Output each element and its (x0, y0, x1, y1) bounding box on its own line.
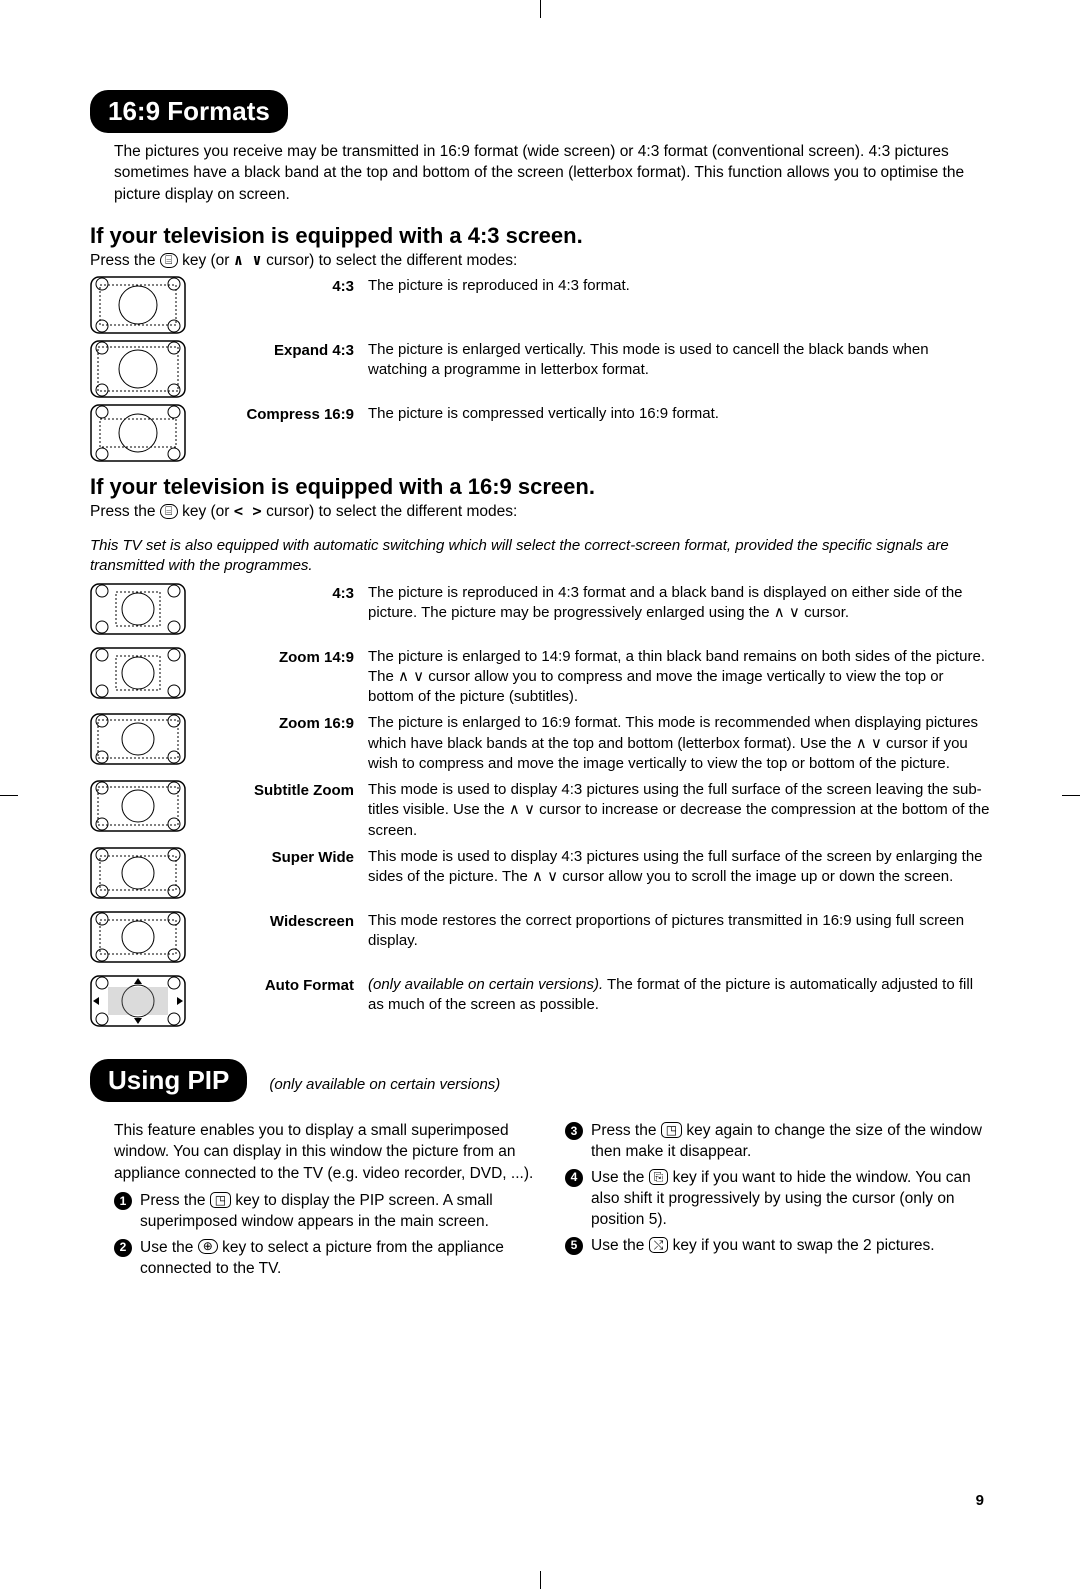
mode-description: The picture is reproduced in 4:3 format. (368, 276, 990, 296)
tv-format-icon (90, 276, 186, 334)
mode-row: Subtitle Zoom This mode is used to displ… (90, 780, 990, 841)
mode-row: Auto Format (only available on certain v… (90, 975, 990, 1033)
pip-availability-note: (only available on certain versions) (269, 1076, 500, 1093)
press-post: key (or (178, 252, 234, 269)
mode-description: The picture is compressed vertically int… (368, 404, 990, 424)
mode-description: The picture is enlarged to 16:9 format. … (368, 713, 990, 774)
mode-label: Compress 16:9 (214, 404, 354, 423)
mode-label: 4:3 (214, 583, 354, 602)
step-text: Use the ⎘ key if you want to hide the wi… (591, 1167, 990, 1231)
format-key-icon: ⌸ (160, 504, 178, 519)
section-intro: The pictures you receive may be transmit… (114, 141, 990, 205)
mode-list-169: 4:3 The picture is reproduced in 4:3 for… (90, 583, 990, 1033)
mode-description: This mode is used to display 4:3 picture… (368, 780, 990, 841)
step-text: Press the ◳ key to display the PIP scree… (140, 1190, 539, 1233)
step-number-badge: 5 (565, 1237, 583, 1255)
tv-format-icon (90, 583, 186, 641)
remote-key-icon: ◳ (210, 1192, 231, 1208)
mode-label: Auto Format (214, 975, 354, 994)
tv-format-icon (90, 713, 186, 771)
remote-key-icon: ⤭ (649, 1237, 669, 1253)
pip-intro: This feature enables you to display a sm… (114, 1120, 539, 1184)
mode-label: Super Wide (214, 847, 354, 866)
press-tail: cursor) to select the different modes: (262, 503, 518, 520)
tv-format-icon (90, 847, 186, 905)
mode-label: Zoom 14:9 (214, 647, 354, 666)
cursor-symbol: < > (234, 502, 262, 520)
mode-description: The picture is enlarged to 14:9 format, … (368, 647, 990, 708)
mode-label: 4:3 (214, 276, 354, 295)
cursor-symbol: ∧ ∨ (234, 251, 262, 269)
tv-format-icon (90, 975, 186, 1033)
mode-row: Zoom 16:9 The picture is enlarged to 16:… (90, 713, 990, 774)
mode-row: Expand 4:3 The picture is enlarged verti… (90, 340, 990, 398)
mode-row: Super Wide This mode is used to display … (90, 847, 990, 905)
mode-description: This mode is used to display 4:3 picture… (368, 847, 990, 888)
subhead-169: If your television is equipped with a 16… (90, 474, 990, 500)
pip-left-col: This feature enables you to display a sm… (114, 1120, 539, 1284)
mode-row: Zoom 14:9 The picture is enlarged to 14:… (90, 647, 990, 708)
step-text: Use the ⤭ key if you want to swap the 2 … (591, 1235, 935, 1256)
pip-step: 2 Use the ⊕ key to select a picture from… (114, 1237, 539, 1280)
step-number-badge: 4 (565, 1169, 583, 1187)
tv-format-icon (90, 911, 186, 969)
tv-format-icon (90, 780, 186, 838)
step-number-badge: 3 (565, 1122, 583, 1140)
step-number-badge: 1 (114, 1192, 132, 1210)
mode-label: Expand 4:3 (214, 340, 354, 359)
mode-description: This mode restores the correct proportio… (368, 911, 990, 952)
remote-key-icon: ◳ (661, 1122, 682, 1138)
step-number-badge: 2 (114, 1239, 132, 1257)
press-post: key (or (178, 503, 234, 520)
section-badge-pip: Using PIP (90, 1059, 247, 1102)
italic-note-169: This TV set is also equipped with automa… (90, 536, 990, 577)
mode-label: Widescreen (214, 911, 354, 930)
mode-row: 4:3 The picture is reproduced in 4:3 for… (90, 276, 990, 334)
step-text: Use the ⊕ key to select a picture from t… (140, 1237, 539, 1280)
page-number: 9 (976, 1492, 984, 1509)
mode-label: Subtitle Zoom (214, 780, 354, 799)
subhead-43: If your television is equipped with a 4:… (90, 223, 990, 249)
remote-key-icon: ⊕ (198, 1239, 218, 1254)
mode-row: 4:3 The picture is reproduced in 4:3 for… (90, 583, 990, 641)
mode-row: Widescreen This mode restores the correc… (90, 911, 990, 969)
pip-step: 5 Use the ⤭ key if you want to swap the … (565, 1235, 990, 1256)
tv-format-icon (90, 647, 186, 705)
pip-right-col: 3 Press the ◳ key again to change the si… (565, 1120, 990, 1284)
mode-label: Zoom 16:9 (214, 713, 354, 732)
mode-row: Compress 16:9 The picture is compressed … (90, 404, 990, 462)
mode-description: (only available on certain versions). Th… (368, 975, 990, 1016)
press-pre: Press the (90, 503, 160, 520)
pip-step: 1 Press the ◳ key to display the PIP scr… (114, 1190, 539, 1233)
press-line-169: Press the ⌸ key (or < > cursor) to selec… (90, 502, 990, 521)
press-line-43: Press the ⌸ key (or ∧ ∨ cursor) to selec… (90, 251, 990, 270)
tv-format-icon (90, 404, 186, 462)
tv-format-icon (90, 340, 186, 398)
press-tail: cursor) to select the different modes: (262, 252, 518, 269)
step-text: Press the ◳ key again to change the size… (591, 1120, 990, 1163)
section-badge-formats: 16:9 Formats (90, 90, 288, 133)
remote-key-icon: ⎘ (649, 1169, 669, 1185)
pip-step: 3 Press the ◳ key again to change the si… (565, 1120, 990, 1163)
mode-description: The picture is enlarged vertically. This… (368, 340, 990, 381)
mode-list-43: 4:3 The picture is reproduced in 4:3 for… (90, 276, 990, 462)
press-pre: Press the (90, 252, 160, 269)
format-key-icon: ⌸ (160, 253, 178, 268)
pip-step: 4 Use the ⎘ key if you want to hide the … (565, 1167, 990, 1231)
mode-description: The picture is reproduced in 4:3 format … (368, 583, 990, 624)
